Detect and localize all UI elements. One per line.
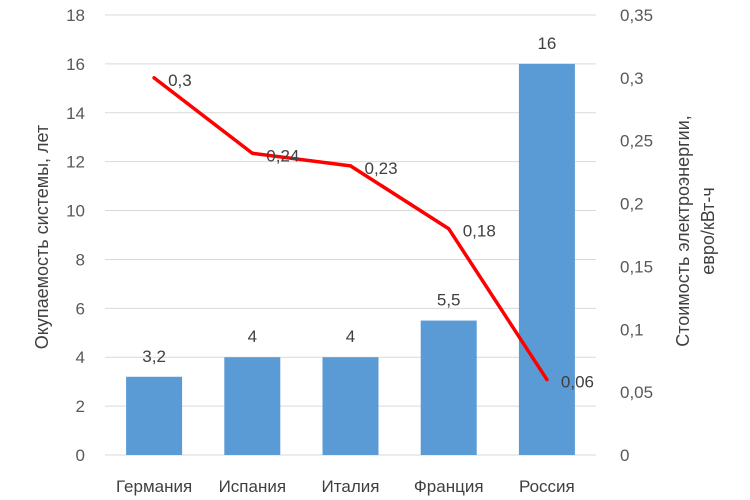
right-tick-label: 0 bbox=[620, 446, 629, 465]
bar-data-label: 5,5 bbox=[437, 291, 461, 310]
left-tick-label: 18 bbox=[66, 6, 85, 25]
line-data-label: 0,06 bbox=[561, 373, 594, 392]
bar-data-labels: 3,2 4 4 5,5 16 bbox=[142, 34, 556, 366]
line-data-label: 0,24 bbox=[266, 146, 299, 165]
bar bbox=[420, 320, 477, 455]
category-label: Италия bbox=[322, 477, 380, 496]
bar-data-label: 4 bbox=[346, 327, 355, 346]
bar bbox=[224, 357, 281, 455]
gridlines bbox=[105, 14, 596, 456]
left-tick-label: 10 bbox=[66, 202, 85, 221]
left-tick-label: 2 bbox=[76, 397, 85, 416]
axis-titles: Окупаемость системы, лет Стоимость электр… bbox=[32, 115, 718, 349]
line-point bbox=[447, 227, 451, 231]
line-data-label: 0,3 bbox=[168, 71, 192, 90]
left-tick-label: 6 bbox=[76, 299, 85, 318]
right-tick-label: 0,35 bbox=[620, 6, 653, 25]
line-point bbox=[545, 377, 549, 382]
line-data-label: 0,18 bbox=[463, 222, 496, 241]
right-axis-title: Стоимость электроэнергии, евро/кВт-ч bbox=[673, 115, 718, 347]
right-tick-label: 0,15 bbox=[620, 257, 653, 276]
left-tick-label: 16 bbox=[66, 55, 85, 74]
line-point bbox=[152, 76, 156, 80]
left-tick-label: 4 bbox=[76, 348, 85, 367]
category-axis-labels: Германия Испания Италия Франция Россия bbox=[116, 477, 575, 496]
left-axis-title: Окупаемость системы, лет bbox=[32, 125, 52, 349]
right-tick-label: 0,1 bbox=[620, 320, 644, 339]
left-tick-label: 8 bbox=[76, 250, 85, 269]
bar bbox=[126, 376, 183, 455]
line-point bbox=[348, 164, 353, 168]
bar-data-label: 3,2 bbox=[142, 347, 166, 366]
left-tick-label: 12 bbox=[66, 153, 85, 172]
left-axis-ticks: 0 2 4 6 8 10 12 14 16 18 bbox=[66, 6, 85, 465]
category-label: Франция bbox=[414, 477, 484, 496]
bar bbox=[518, 63, 575, 456]
category-label: Германия bbox=[116, 477, 192, 496]
category-label: Россия bbox=[519, 477, 575, 496]
right-axis-title-line: евро/кВт-ч bbox=[698, 187, 718, 275]
line-point bbox=[250, 151, 254, 155]
category-label: Испания bbox=[219, 477, 286, 496]
right-axis-title-line: Стоимость электроэнергии, bbox=[673, 115, 693, 347]
right-tick-label: 0,25 bbox=[620, 132, 653, 151]
right-tick-label: 0,2 bbox=[620, 195, 644, 214]
line-data-label: 0,23 bbox=[365, 159, 398, 178]
right-tick-label: 0,3 bbox=[620, 69, 644, 88]
line-series bbox=[152, 76, 549, 382]
left-tick-label: 14 bbox=[66, 104, 85, 123]
right-tick-label: 0,05 bbox=[620, 383, 653, 402]
bar-data-label: 4 bbox=[248, 327, 257, 346]
bar bbox=[322, 357, 379, 455]
bar-data-label: 16 bbox=[537, 34, 556, 53]
bar-series bbox=[126, 63, 575, 456]
right-axis-ticks: 0 0,05 0,1 0,15 0,2 0,25 0,3 0,35 bbox=[620, 6, 653, 465]
left-tick-label: 0 bbox=[76, 446, 85, 465]
line-data-labels: 0,3 0,24 0,23 0,18 0,06 bbox=[168, 71, 594, 392]
